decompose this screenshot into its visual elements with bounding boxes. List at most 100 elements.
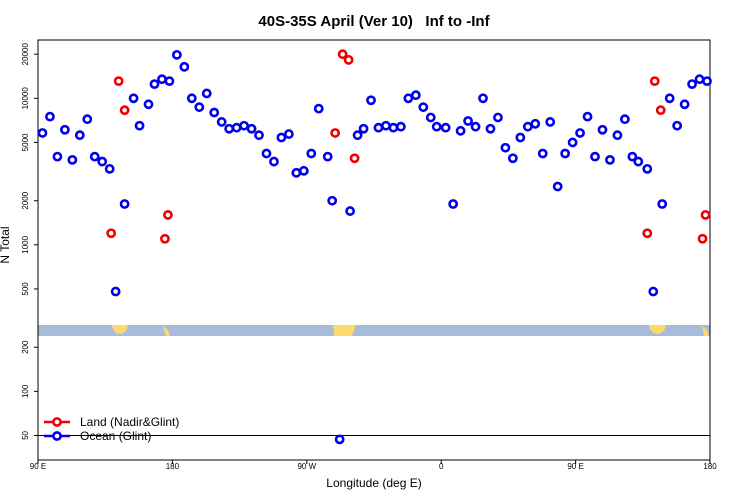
point — [334, 434, 345, 445]
point — [655, 105, 666, 116]
y-axis-title: N Total — [0, 226, 12, 263]
point — [642, 163, 653, 174]
point — [619, 114, 630, 125]
point — [313, 103, 324, 114]
point — [697, 233, 708, 244]
point — [343, 54, 354, 65]
point — [679, 99, 690, 110]
point — [163, 210, 173, 220]
point — [648, 286, 659, 297]
point — [687, 79, 697, 90]
point — [560, 148, 571, 159]
point — [345, 206, 356, 216]
series — [106, 49, 711, 244]
point — [627, 151, 638, 162]
point — [463, 116, 473, 126]
x-tick-label: 90 E — [30, 462, 46, 471]
point — [283, 129, 294, 139]
point — [276, 132, 287, 143]
point — [522, 121, 533, 132]
point — [418, 102, 429, 113]
point — [366, 95, 376, 106]
point — [298, 165, 309, 176]
point — [201, 88, 212, 99]
x-tick-label: 180 — [703, 462, 717, 471]
point — [110, 286, 121, 297]
point — [171, 49, 182, 60]
point — [694, 74, 705, 85]
point — [470, 121, 481, 132]
point — [216, 117, 227, 127]
legend-marker — [52, 417, 62, 427]
point — [59, 124, 70, 135]
point — [209, 107, 220, 118]
point — [649, 76, 660, 87]
land-blob — [649, 325, 666, 334]
point — [82, 114, 93, 125]
land-blob — [163, 326, 170, 336]
point — [545, 117, 556, 127]
point — [478, 93, 488, 104]
point — [605, 154, 615, 165]
legend-label: Ocean (Glint) — [80, 429, 151, 443]
point — [231, 122, 242, 133]
point — [388, 122, 399, 133]
point — [74, 130, 85, 141]
point — [672, 120, 683, 131]
land-blob — [333, 325, 356, 336]
point — [537, 148, 548, 159]
point — [358, 123, 369, 134]
series — [37, 49, 712, 445]
point — [186, 93, 197, 104]
point — [373, 122, 384, 133]
point — [330, 128, 341, 138]
y-tick-label: 1000 — [21, 235, 30, 253]
point — [664, 93, 675, 104]
point — [352, 130, 363, 141]
point — [37, 128, 48, 138]
point — [700, 210, 711, 220]
y-tick-label: 5000 — [21, 133, 30, 151]
point — [485, 123, 496, 134]
point — [431, 121, 442, 132]
point — [493, 112, 503, 123]
y-tick-label: 50 — [21, 430, 30, 439]
point — [395, 121, 406, 132]
x-tick-label: 90 E — [567, 462, 583, 471]
point — [104, 163, 115, 174]
point — [179, 61, 190, 72]
point — [254, 130, 264, 141]
point — [633, 156, 644, 167]
point — [261, 148, 272, 159]
point — [119, 199, 130, 209]
point — [149, 79, 160, 90]
point — [500, 142, 511, 153]
land-blob — [112, 325, 128, 334]
point — [590, 151, 600, 162]
point — [306, 148, 317, 159]
point — [597, 124, 608, 135]
point — [322, 151, 333, 162]
point — [67, 154, 78, 165]
point — [157, 74, 167, 85]
point — [515, 132, 526, 143]
point — [327, 195, 338, 206]
point — [657, 199, 668, 209]
y-tick-label: 2000 — [21, 191, 30, 209]
point — [582, 111, 593, 122]
point — [381, 120, 391, 131]
point — [97, 156, 108, 167]
x-tick-label: 180 — [166, 462, 180, 471]
point — [119, 105, 130, 116]
point — [224, 123, 235, 134]
point — [425, 112, 436, 123]
point — [337, 49, 348, 60]
x-axis-title: Longitude (deg E) — [326, 476, 421, 490]
point — [455, 125, 466, 136]
point — [164, 76, 175, 87]
map-strip — [38, 325, 710, 336]
point — [113, 76, 124, 87]
legend-marker — [52, 431, 62, 441]
land-blob — [702, 326, 709, 336]
ocean-strip — [38, 325, 710, 336]
